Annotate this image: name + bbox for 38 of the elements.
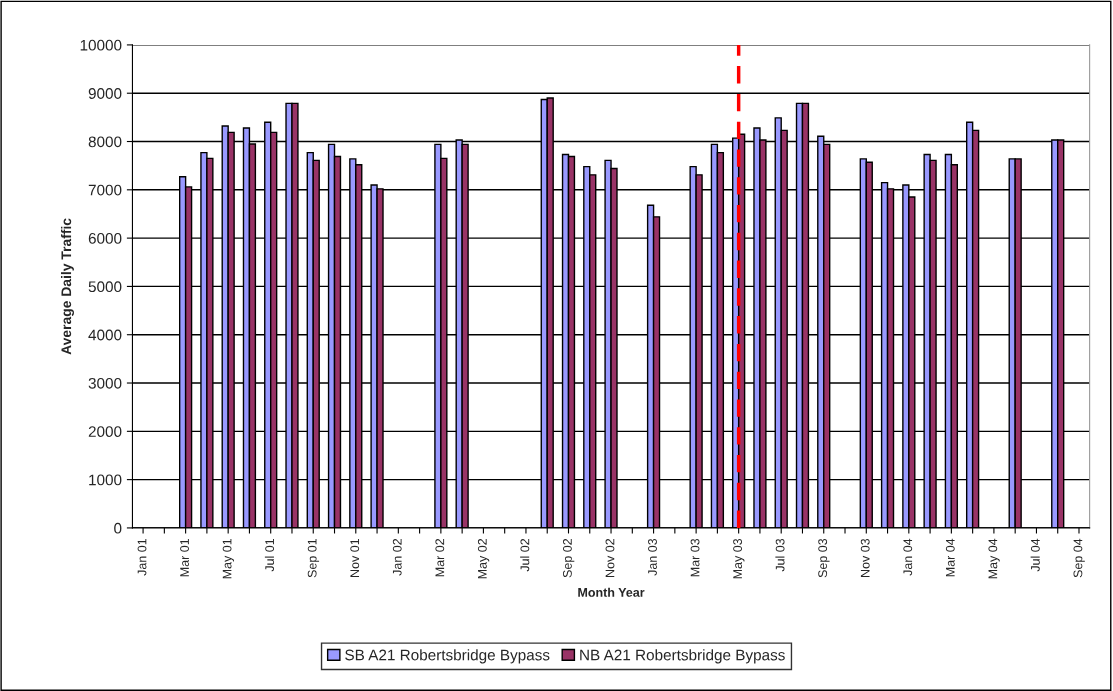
x-tick-label: Jul 02 [520,538,530,572]
y-tick-label: 4000 [88,329,122,341]
legend-label: NB A21 Robertsbridge Bypass [580,649,785,664]
y-tick-label: 9000 [88,88,122,99]
y-tick-label: 8000 [88,136,122,148]
x-tick-label: Jul 01 [264,538,275,572]
x-tick-label: Mar 01 [180,538,189,577]
y-tick-label: 3000 [88,377,122,389]
x-tick-label: Jan 01 [137,538,147,576]
x-tick-label: Jul 03 [775,538,785,572]
y-tick-label: 2000 [88,426,122,438]
x-tick-label: Jan 03 [648,538,657,576]
y-tick-label: 6000 [88,232,122,244]
y-axis-title: Average Daily Traffic [60,218,74,355]
x-tick-label: Mar 03 [690,538,700,577]
x-tick-label: Jan 02 [392,538,402,576]
x-tick-label: Mar 04 [945,538,955,577]
x-tick-label: May 01 [222,538,234,579]
x-tick-label: May 03 [733,538,745,579]
x-tick-label: Jan 04 [903,538,913,576]
x-tick-label: Sep 04 [1073,538,1085,578]
x-tick-label: Sep 03 [818,538,830,578]
x-tick-label: Sep 02 [563,538,575,578]
x-tick-label: Sep 01 [307,538,320,578]
x-tick-label: May 02 [477,538,490,579]
x-tick-label: Mar 02 [435,538,445,577]
x-tick-label: May 04 [988,538,1000,579]
x-tick-label: Nov 03 [860,538,870,577]
x-axis-title: Month Year [578,587,645,597]
x-tick-label: Jul 04 [1030,538,1040,572]
y-tick-label: 7000 [88,184,122,196]
y-tick-label: 1000 [89,474,122,486]
x-tick-label: Nov 02 [605,538,615,577]
x-tick-label: Nov 01 [350,538,360,577]
y-tick-label: 0 [114,522,122,534]
y-tick-label: 10000 [80,39,122,51]
legend-label: SB A21 Robertsbridge Bypass [345,649,550,664]
y-tick-label: 5000 [88,281,122,293]
